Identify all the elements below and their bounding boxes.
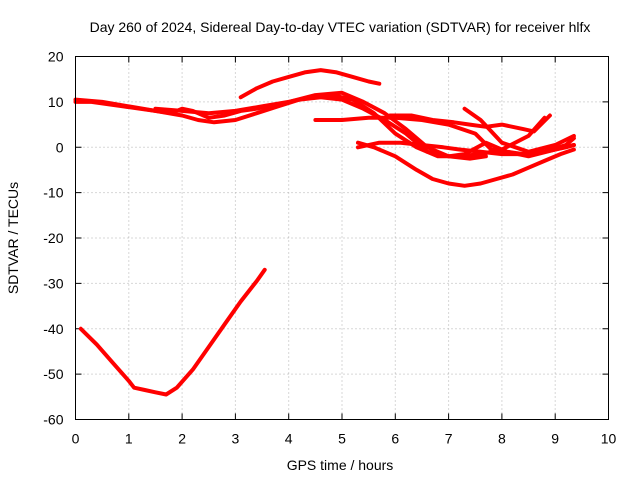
x-tick-label: 4 — [285, 431, 293, 447]
chart-title: Day 260 of 2024, Sidereal Day-to-day VTE… — [90, 19, 591, 35]
y-tick-label: -20 — [43, 230, 63, 246]
grid — [75, 56, 609, 420]
x-tick-label: 2 — [178, 431, 186, 447]
y-tick-label: -40 — [43, 321, 63, 337]
x-tick-label: 5 — [338, 431, 346, 447]
y-tick-label: 0 — [56, 139, 64, 155]
series-group — [73, 68, 576, 397]
y-axis: -60 -50 -40 -30 -20 -10 0 10 20 — [43, 49, 609, 428]
x-tick-label: 9 — [551, 431, 559, 447]
series-line-arc-9 — [388, 113, 552, 134]
y-tick-label: 20 — [48, 49, 64, 65]
y-tick-label: -50 — [43, 366, 63, 382]
series-line-arc-low — [78, 267, 267, 397]
series-line-arc-7 — [356, 140, 576, 157]
series-line-arc-4 — [238, 68, 382, 100]
x-axis: 0 1 2 3 4 5 6 7 8 9 10 — [72, 56, 617, 447]
y-tick-label: -60 — [43, 412, 63, 428]
series-line-arc-8 — [356, 140, 576, 188]
y-tick-label: 10 — [48, 94, 64, 110]
x-tick-label: 7 — [445, 431, 453, 447]
plot-frame — [75, 56, 609, 420]
x-tick-label: 6 — [391, 431, 399, 447]
y-axis-label: SDTVAR / TECUs — [5, 182, 21, 294]
y-tick-label: -30 — [43, 275, 63, 291]
x-tick-label: 1 — [125, 431, 133, 447]
x-tick-label: 8 — [498, 431, 506, 447]
y-tick-label: -10 — [43, 185, 63, 201]
x-axis-label: GPS time / hours — [287, 457, 394, 473]
series-line-arc-10 — [462, 106, 576, 154]
x-tick-label: 10 — [601, 431, 617, 447]
x-tick-label: 3 — [232, 431, 240, 447]
x-tick-label: 0 — [72, 431, 80, 447]
